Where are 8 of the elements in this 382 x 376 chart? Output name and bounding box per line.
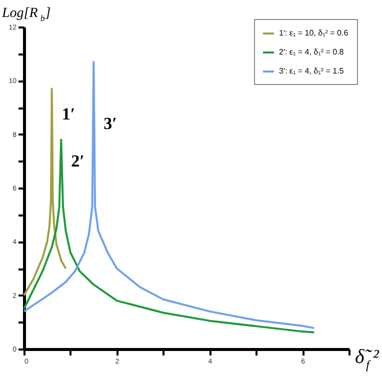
legend-label: 2′: ε₁ = 4, δ₁² = 0.8: [279, 48, 344, 56]
annotation: 1′: [62, 104, 76, 124]
legend-label: 1′: ε₁ = 10, δ₁² = 0.6: [279, 28, 349, 38]
annotation: 3′: [104, 114, 117, 133]
annotation: 2′: [71, 152, 84, 171]
legend-label: 3′: ε₁ = 4, δ₁² = 1.5: [279, 66, 344, 76]
line-series: [23, 138, 316, 334]
line-series: [23, 60, 316, 330]
